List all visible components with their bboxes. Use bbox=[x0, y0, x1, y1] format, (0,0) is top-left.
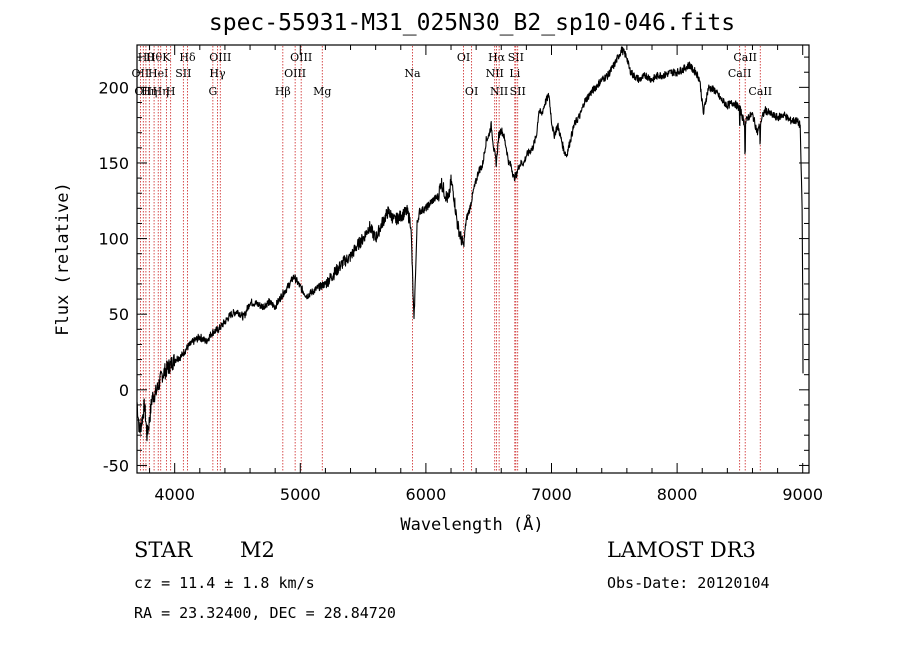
emission-line-label: CaII bbox=[728, 67, 752, 80]
sky-coordinates: RA = 23.32400, DEC = 28.84720 bbox=[134, 604, 396, 622]
x-tick-label: 7000 bbox=[531, 485, 572, 504]
x-tick-label: 6000 bbox=[406, 485, 447, 504]
axis-ticks: 4000 5000 6000 7000 8000 9000 -50 0 50 100 150 200 bbox=[98, 45, 823, 504]
emission-line-label: Hγ bbox=[209, 67, 226, 80]
emission-line-label: OII bbox=[134, 85, 152, 98]
emission-line-label: Mg bbox=[313, 85, 331, 98]
object-class: STAR bbox=[134, 538, 193, 562]
emission-line-markers: OII OII Hθ Hη Hθ HeI Hη K H SII Hδ G Hγ OIII Hβ OIII OII… bbox=[132, 46, 772, 472]
emission-line-label: Hδ bbox=[179, 51, 196, 64]
x-tick-label: 5000 bbox=[280, 485, 321, 504]
emission-line-label: SII bbox=[175, 67, 191, 80]
emission-line-label: CaII bbox=[748, 85, 772, 98]
emission-line-label: Hθ bbox=[138, 51, 155, 64]
y-tick-label: 0 bbox=[119, 381, 129, 400]
redshift-value: cz = 11.4 ± 1.8 km/s bbox=[134, 574, 315, 592]
emission-line-label: Hη bbox=[153, 85, 169, 98]
emission-line-label: OIII bbox=[290, 51, 312, 64]
x-tick-label: 4000 bbox=[154, 485, 195, 504]
survey-name: LAMOST DR3 bbox=[607, 538, 756, 562]
x-axis-label: Wavelength (Å) bbox=[400, 513, 543, 535]
y-tick-label: 200 bbox=[98, 78, 129, 97]
y-axis-label: Flux (relative) bbox=[53, 182, 73, 336]
chart-title: spec-55931-M31_025N30_B2_sp10-046.fits bbox=[209, 10, 735, 36]
x-tick-label: 9000 bbox=[782, 485, 823, 504]
y-tick-label: -50 bbox=[103, 456, 129, 475]
emission-line-label: HeI bbox=[148, 67, 168, 80]
emission-line-label: H bbox=[166, 85, 176, 98]
plot-frame bbox=[136, 44, 810, 474]
emission-line-label: CaII bbox=[733, 51, 757, 64]
emission-line-label: G bbox=[208, 85, 217, 98]
emission-line-label: Hβ bbox=[275, 85, 291, 98]
emission-line-label: SII bbox=[508, 51, 524, 64]
emission-line-label: K bbox=[162, 51, 171, 64]
emission-line-label: OII bbox=[132, 67, 150, 80]
y-tick-label: 100 bbox=[98, 230, 129, 249]
emission-line-label: Hη bbox=[141, 85, 157, 98]
emission-line-label: OI bbox=[457, 51, 470, 64]
spectrum-series-line bbox=[136, 46, 804, 442]
emission-line-label: NII bbox=[490, 85, 508, 98]
emission-line-label: Hθ bbox=[146, 51, 163, 64]
y-tick-label: 150 bbox=[98, 154, 129, 173]
emission-line-label: SII bbox=[510, 85, 526, 98]
emission-line-label: Na bbox=[404, 67, 421, 80]
emission-line-label: OI bbox=[465, 85, 478, 98]
x-tick-label: 8000 bbox=[657, 485, 698, 504]
emission-line-label: Li bbox=[509, 67, 520, 80]
emission-line-label: Hα bbox=[488, 51, 506, 64]
emission-line-label: OIII bbox=[209, 51, 231, 64]
observation-date: Obs-Date: 20120104 bbox=[607, 574, 770, 592]
emission-line-label: NII bbox=[486, 67, 504, 80]
object-subclass: M2 bbox=[240, 538, 275, 562]
y-tick-label: 50 bbox=[109, 305, 129, 324]
emission-line-label: OIII bbox=[284, 67, 306, 80]
